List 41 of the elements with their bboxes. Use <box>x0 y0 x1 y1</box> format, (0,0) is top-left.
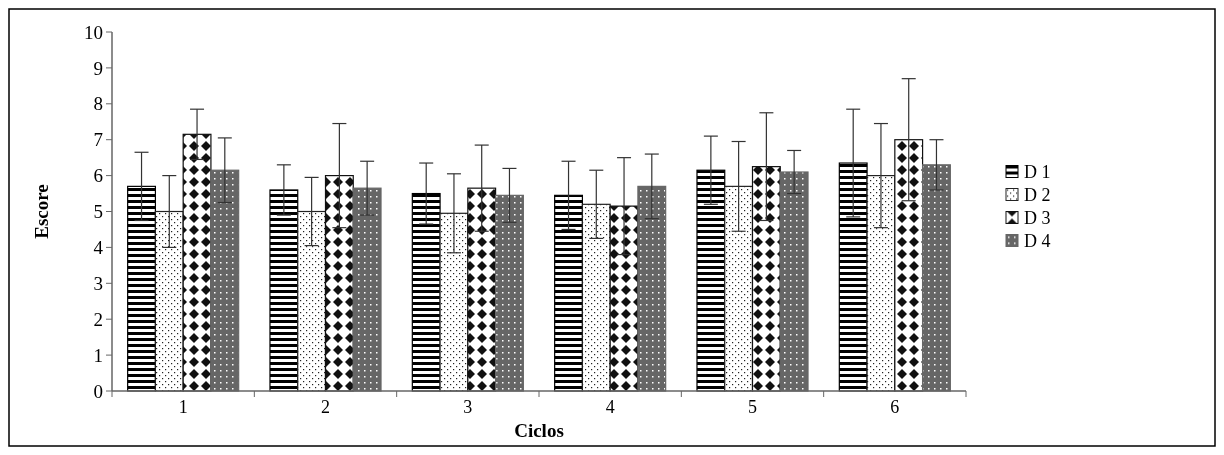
y-tick-label: 1 <box>93 344 103 366</box>
bar <box>581 203 611 392</box>
bar <box>724 185 754 392</box>
bar <box>182 133 212 392</box>
y-tick-label: 10 <box>84 21 103 43</box>
legend-label: D 1 <box>1024 161 1051 182</box>
bar <box>297 210 327 392</box>
x-tick-label: 1 <box>178 397 188 417</box>
y-tick-label: 9 <box>93 57 103 79</box>
y-tick-label: 5 <box>93 201 103 223</box>
y-tick-label: 6 <box>93 165 103 187</box>
x-tick-label: 5 <box>748 397 757 417</box>
legend-label: D 4 <box>1024 230 1051 251</box>
bar <box>866 175 896 392</box>
bar <box>439 212 469 392</box>
bar <box>324 175 354 392</box>
bar <box>894 139 924 392</box>
bar <box>154 210 184 392</box>
y-tick-label: 7 <box>93 129 103 151</box>
x-tick-label: 3 <box>463 397 473 417</box>
legend-label: D 2 <box>1024 184 1051 205</box>
y-tick-label: 8 <box>93 93 103 115</box>
bar <box>411 192 441 392</box>
x-tick-label: 6 <box>890 397 900 417</box>
x-axis-title: Ciclos <box>514 420 564 441</box>
bar <box>127 185 157 392</box>
y-axis-title: Escore <box>31 184 52 239</box>
y-tick-label: 4 <box>93 237 104 259</box>
bar <box>554 194 584 392</box>
bar <box>467 187 497 392</box>
y-tick-label: 2 <box>93 308 103 330</box>
bar <box>609 205 639 392</box>
legend-label: D 3 <box>1024 207 1051 228</box>
y-tick-label: 0 <box>93 380 103 402</box>
bar <box>838 162 868 392</box>
y-tick-label: 3 <box>93 272 103 294</box>
bar <box>696 169 726 392</box>
bar <box>751 166 781 392</box>
x-tick-label: 4 <box>605 397 615 417</box>
x-tick-label: 2 <box>321 397 330 417</box>
bar <box>269 189 299 392</box>
